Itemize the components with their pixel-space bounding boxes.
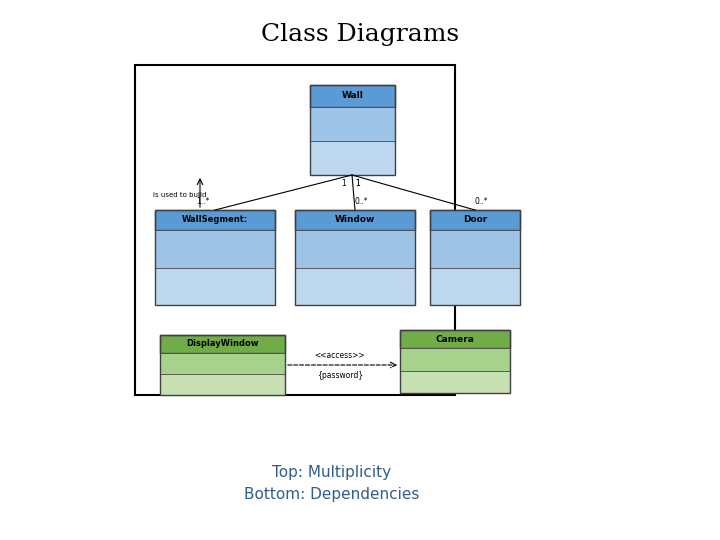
Text: 1: 1 — [356, 179, 361, 187]
Bar — [155, 210, 275, 305]
Bar — [310, 85, 395, 107]
Bar — [155, 267, 275, 305]
Bar — [400, 330, 510, 393]
Bar — [160, 335, 285, 395]
Text: 0..*: 0..* — [354, 198, 368, 206]
Text: 1..*: 1..* — [197, 198, 210, 206]
Bar — [430, 210, 520, 230]
Text: 0..*: 0..* — [474, 198, 487, 206]
Bar — [295, 267, 415, 305]
Text: Camera: Camera — [436, 334, 474, 343]
Bar — [400, 370, 510, 393]
Bar — [430, 210, 520, 305]
Bar — [160, 353, 285, 374]
Bar — [135, 65, 455, 395]
Text: Class Diagrams: Class Diagrams — [261, 24, 459, 46]
Bar — [160, 374, 285, 395]
Bar — [155, 210, 275, 230]
Text: Door: Door — [463, 215, 487, 225]
Bar — [400, 330, 510, 348]
Text: 1: 1 — [341, 179, 346, 187]
Bar — [155, 230, 275, 267]
Text: DisplayWindow: DisplayWindow — [186, 340, 258, 348]
Text: Top: Multiplicity
Bottom: Dependencies: Top: Multiplicity Bottom: Dependencies — [243, 465, 419, 502]
Bar — [430, 267, 520, 305]
Text: Wall: Wall — [341, 91, 364, 100]
Text: 1: 1 — [356, 179, 361, 187]
Text: is used to build: is used to build — [153, 192, 207, 198]
Bar — [430, 230, 520, 267]
Text: WallSegment:: WallSegment: — [182, 215, 248, 225]
Text: <<access>>: <<access>> — [315, 350, 365, 360]
Bar — [400, 348, 510, 370]
Bar — [295, 230, 415, 267]
Text: {password}: {password} — [317, 370, 363, 380]
Bar — [310, 107, 395, 141]
Bar — [295, 210, 415, 230]
Text: Window: Window — [335, 215, 375, 225]
Bar — [310, 85, 395, 175]
Bar — [295, 210, 415, 305]
Bar — [160, 335, 285, 353]
Bar — [310, 141, 395, 175]
